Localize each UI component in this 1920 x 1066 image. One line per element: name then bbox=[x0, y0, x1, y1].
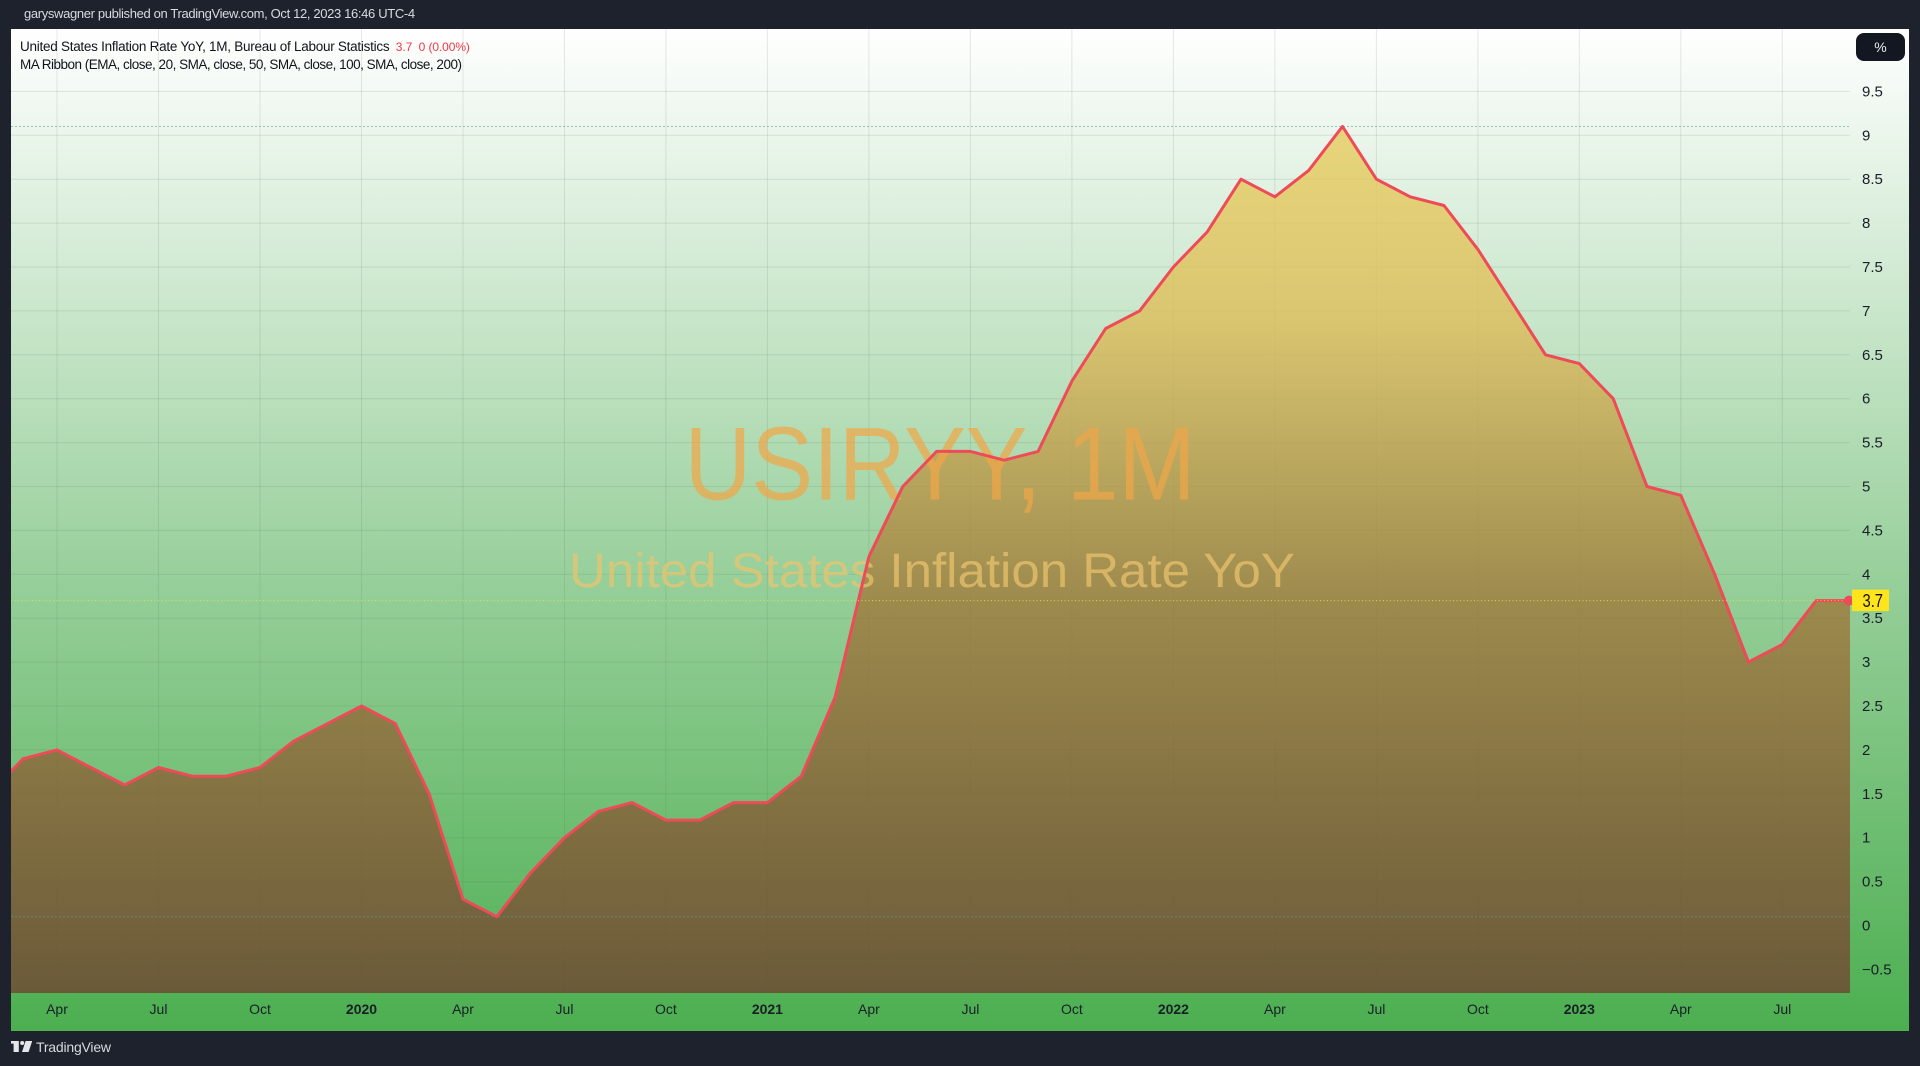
svg-text:3.5: 3.5 bbox=[1862, 610, 1883, 627]
svg-text:4: 4 bbox=[1862, 566, 1870, 583]
svg-text:8: 8 bbox=[1862, 215, 1870, 232]
svg-text:Jul: Jul bbox=[150, 1001, 168, 1017]
svg-text:Oct: Oct bbox=[1061, 1001, 1083, 1017]
svg-text:6.5: 6.5 bbox=[1862, 347, 1883, 364]
svg-text:1: 1 bbox=[1862, 830, 1870, 847]
svg-text:0.5: 0.5 bbox=[1862, 874, 1883, 891]
svg-text:9.5: 9.5 bbox=[1862, 83, 1883, 100]
svg-text:Apr: Apr bbox=[858, 1001, 880, 1017]
svg-text:5.5: 5.5 bbox=[1862, 435, 1883, 452]
svg-text:3.7: 3.7 bbox=[1863, 590, 1884, 611]
svg-text:Apr: Apr bbox=[1670, 1001, 1692, 1017]
svg-text:0: 0 bbox=[1862, 918, 1870, 935]
svg-text:Apr: Apr bbox=[452, 1001, 474, 1017]
svg-text:3: 3 bbox=[1862, 654, 1870, 671]
svg-text:Oct: Oct bbox=[655, 1001, 677, 1017]
svg-text:9: 9 bbox=[1862, 127, 1870, 144]
svg-text:Jul: Jul bbox=[1773, 1001, 1791, 1017]
svg-text:Apr: Apr bbox=[1264, 1001, 1286, 1017]
svg-text:2: 2 bbox=[1862, 742, 1870, 759]
svg-text:2021: 2021 bbox=[752, 1001, 783, 1017]
svg-text:7: 7 bbox=[1862, 303, 1870, 320]
svg-text:4.5: 4.5 bbox=[1862, 522, 1883, 539]
svg-text:United States Inflation Rate Y: United States Inflation Rate YoY bbox=[569, 544, 1295, 597]
svg-text:6: 6 bbox=[1862, 391, 1870, 408]
svg-text:USIRYY, 1M: USIRYY, 1M bbox=[685, 405, 1196, 521]
svg-text:Jul: Jul bbox=[1367, 1001, 1385, 1017]
svg-text:2023: 2023 bbox=[1564, 1001, 1595, 1017]
svg-text:Jul: Jul bbox=[556, 1001, 574, 1017]
svg-text:Oct: Oct bbox=[249, 1001, 271, 1017]
svg-text:1.5: 1.5 bbox=[1862, 786, 1883, 803]
svg-text:2020: 2020 bbox=[346, 1001, 377, 1017]
svg-text:−0.5: −0.5 bbox=[1862, 961, 1892, 978]
svg-text:5: 5 bbox=[1862, 479, 1870, 496]
svg-text:2022: 2022 bbox=[1158, 1001, 1189, 1017]
svg-text:Jul: Jul bbox=[961, 1001, 979, 1017]
svg-text:Apr: Apr bbox=[46, 1001, 68, 1017]
svg-text:8.5: 8.5 bbox=[1862, 171, 1883, 188]
svg-text:2.5: 2.5 bbox=[1862, 698, 1883, 715]
svg-text:7.5: 7.5 bbox=[1862, 259, 1883, 276]
svg-text:Oct: Oct bbox=[1467, 1001, 1489, 1017]
